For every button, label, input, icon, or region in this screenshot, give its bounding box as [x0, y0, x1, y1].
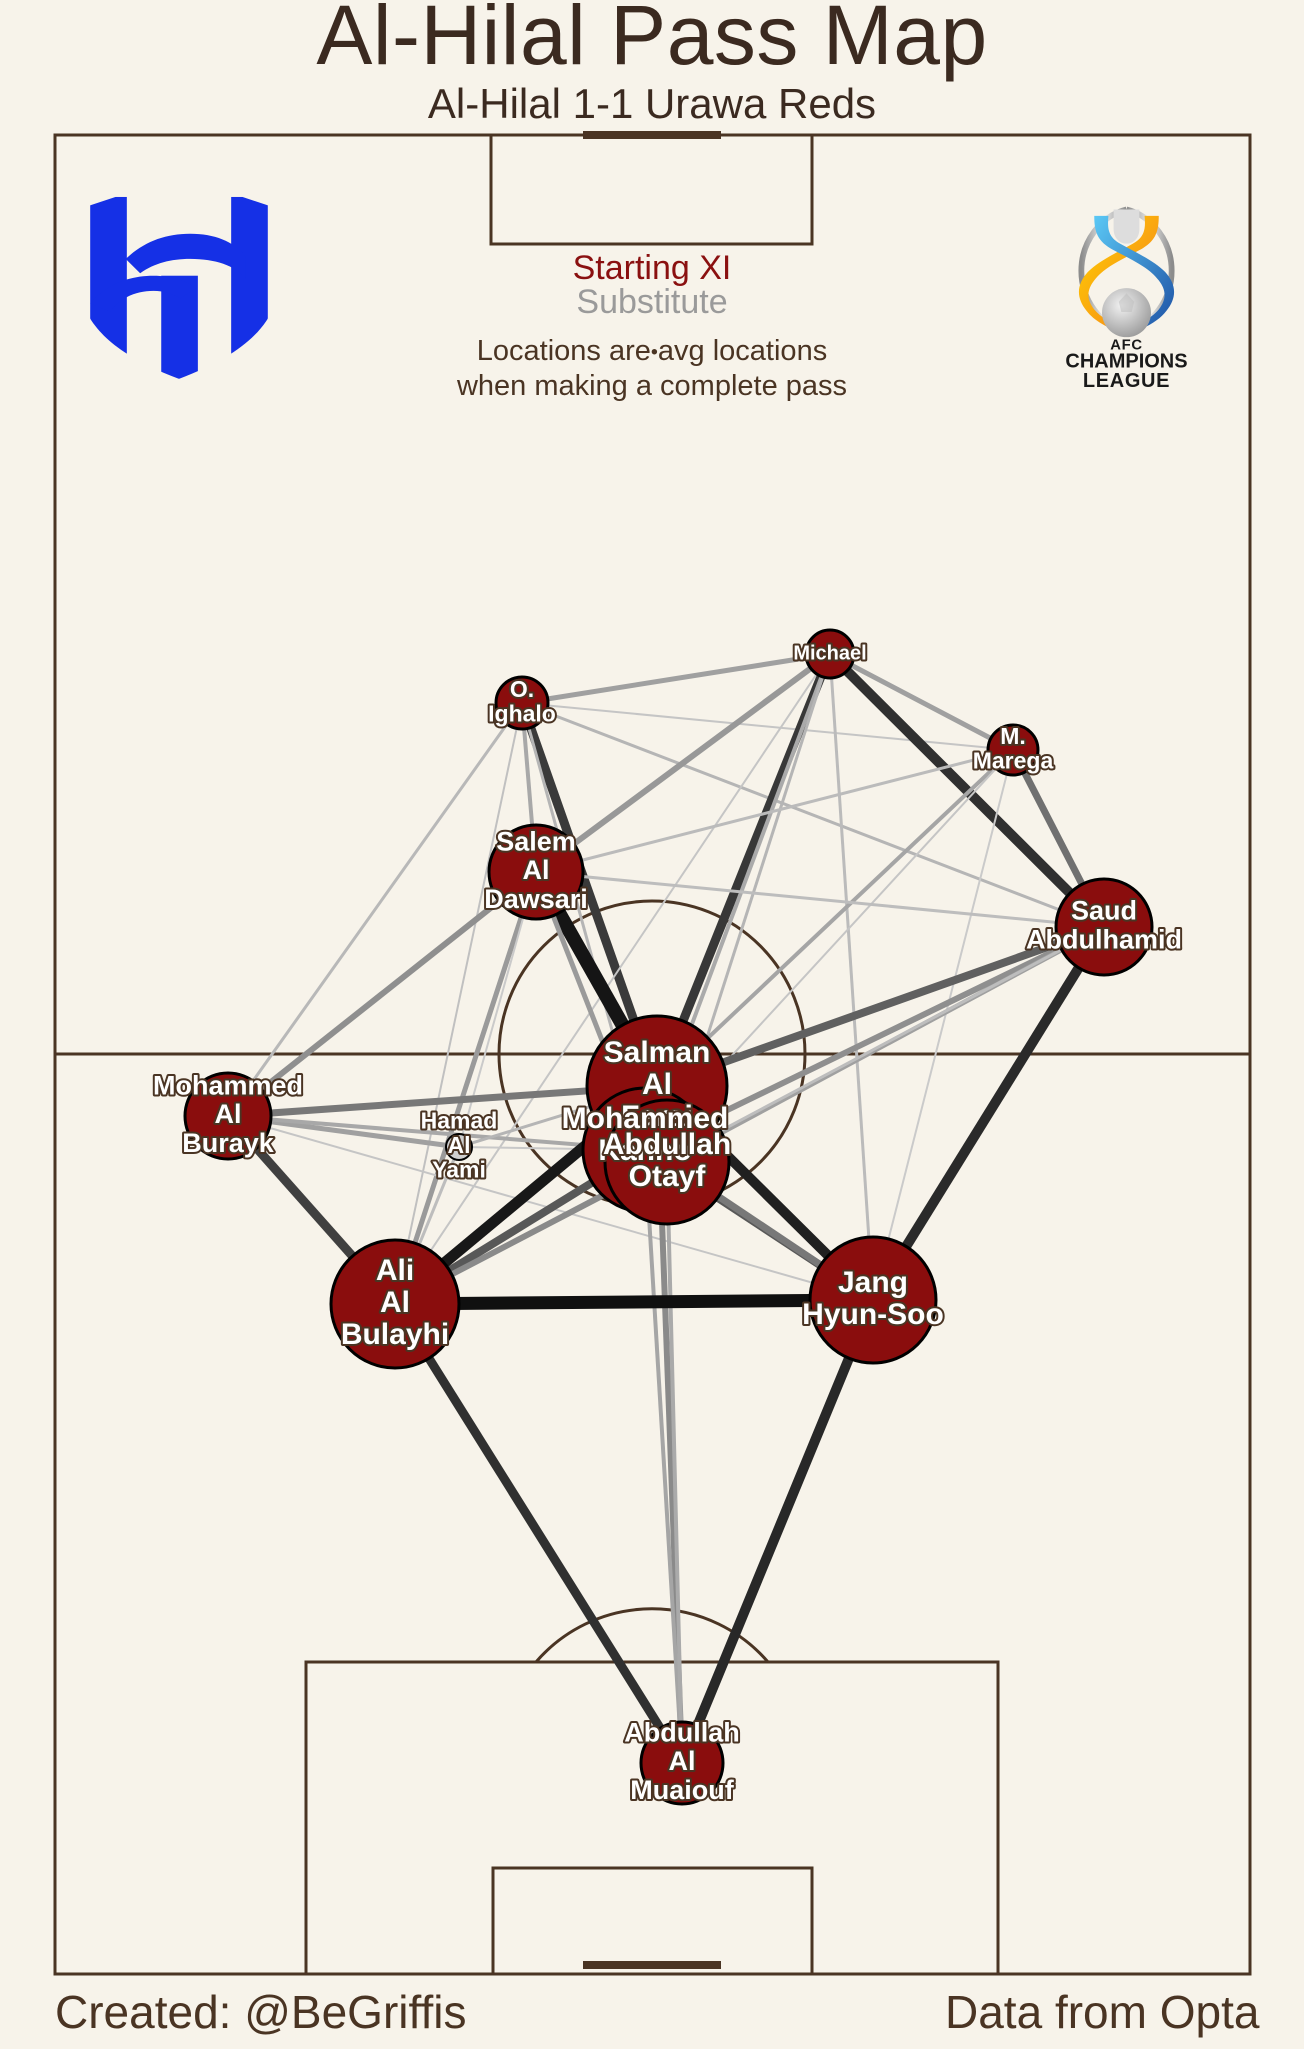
svg-text:Burayk: Burayk — [182, 1128, 275, 1158]
svg-text:Ali: Ali — [376, 1254, 414, 1287]
svg-text:Mohammed: Mohammed — [153, 1070, 303, 1100]
svg-text:Ighalo: Ighalo — [488, 700, 556, 726]
svg-text:Salem: Salem — [496, 826, 576, 856]
svg-text:Al: Al — [448, 1132, 471, 1158]
svg-text:Yami: Yami — [432, 1157, 486, 1183]
svg-text:Al: Al — [523, 855, 550, 885]
svg-text:Abdullah: Abdullah — [603, 1128, 731, 1161]
svg-text:Hamad: Hamad — [421, 1107, 498, 1133]
svg-text:Muaiouf: Muaiouf — [630, 1775, 734, 1805]
svg-text:Michael: Michael — [793, 642, 866, 664]
svg-text:Al: Al — [380, 1286, 410, 1319]
svg-text:Al: Al — [669, 1746, 696, 1776]
svg-text:Salman: Salman — [604, 1036, 711, 1069]
svg-text:M.: M. — [1000, 723, 1026, 749]
svg-text:Hyun-Soo: Hyun-Soo — [802, 1298, 944, 1331]
svg-text:Dawsari: Dawsari — [484, 884, 588, 914]
svg-text:O.: O. — [510, 676, 534, 702]
svg-text:Saud: Saud — [1071, 896, 1137, 926]
svg-text:Marega: Marega — [973, 747, 1054, 773]
svg-text:Abdulhamid: Abdulhamid — [1026, 925, 1182, 955]
svg-text:Otayf: Otayf — [629, 1160, 707, 1193]
svg-text:Al: Al — [215, 1099, 242, 1129]
svg-text:Abdullah: Abdullah — [624, 1717, 740, 1747]
svg-text:Jang: Jang — [838, 1266, 908, 1299]
svg-text:Al: Al — [642, 1068, 672, 1101]
svg-text:Bulayhi: Bulayhi — [341, 1318, 449, 1351]
